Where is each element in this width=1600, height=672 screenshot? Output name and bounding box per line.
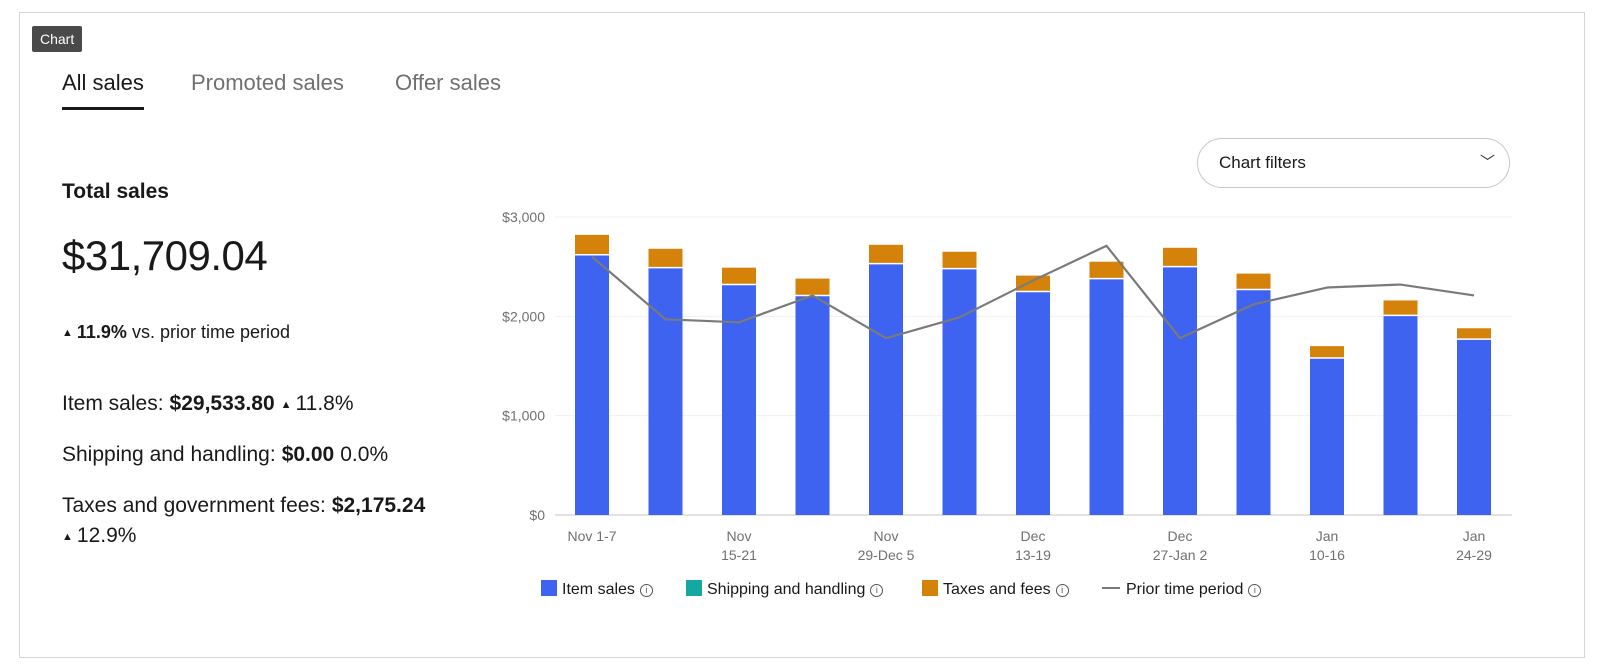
bar-item-sales [648,267,683,515]
legend-label: Item sales [562,581,635,598]
bar-item-sales [1089,278,1124,515]
metric-change: 12.9% [76,524,137,547]
bar-taxes [575,234,609,255]
info-icon[interactable]: i [870,584,884,597]
bar-taxes [1163,247,1197,267]
bar-taxes [648,248,683,268]
x-tick-label: 15-21 [721,547,757,563]
metric-item-sales: Item sales: $29,533.80 ▲ 11.8% [62,392,354,416]
x-tick-label: Nov [727,528,752,544]
legend-label: Prior time period [1126,581,1244,598]
shipping-swatch [686,580,702,596]
legend-taxes[interactable]: Taxes and fees i [922,578,1069,602]
bar-item-sales [1310,358,1344,515]
bar-taxes [1457,328,1491,340]
metric-value: $29,533.80 [169,392,275,415]
bar-item-sales [795,295,830,515]
bar-taxes [1310,346,1344,359]
x-tick-label: 29-Dec 5 [858,547,915,563]
y-tick-label: $2,000 [502,308,545,324]
bar-taxes [869,244,903,264]
bar-item-sales [942,268,977,515]
metric-label: Shipping and handling: [62,443,276,466]
sales-chart: $0 $1,000 $2,000 $3,000 Nov 1-7 Nov 15-21 Nov 29… [502,209,1512,563]
tab-offer-sales[interactable]: Offer sales [395,70,501,110]
y-tick-label: $0 [529,507,545,523]
prior-period-line [591,244,1475,340]
item-sales-swatch [541,580,557,596]
y-tick-label: $1,000 [502,408,545,424]
legend-label: Shipping and handling [707,581,866,598]
chart-filters-label: Chart filters [1219,153,1306,172]
chevron-down-icon: ﹀ [1479,154,1495,171]
x-tick-label: 10-16 [1309,547,1345,563]
total-sales-value: $31,709.04 [62,232,268,279]
total-sales-change: ▲ 11.9% vs. prior time period [62,322,290,343]
tab-label: Offer sales [395,70,501,95]
bar-taxes [942,251,977,269]
bar-taxes [1016,275,1050,292]
metric-taxes-change: ▲ 12.9% [62,524,136,548]
bar-item-sales [1457,339,1491,515]
x-tick-label: Nov 1-7 [567,528,616,544]
bar-item-sales [1383,315,1418,515]
x-tick-label: Nov [874,528,899,544]
metric-change: 0.0% [340,443,389,466]
info-icon[interactable]: i [639,584,653,597]
metric-shipping: Shipping and handling: $0.00 0.0% [62,443,388,467]
info-icon[interactable]: i [1055,584,1069,597]
taxes-swatch [922,580,938,596]
total-sales-title: Total sales [62,180,169,203]
bar-item-sales [1236,289,1271,515]
bar-item-sales [869,263,903,515]
y-tick-label: $3,000 [502,209,545,225]
metric-taxes: Taxes and government fees: $2,175.24 [62,494,425,518]
tab-label: All sales [62,70,144,95]
active-tab-underline [62,107,144,110]
x-tick-label: Jan [1463,528,1486,544]
bar-taxes [795,278,830,296]
bar-item-sales [575,254,609,515]
bar-taxes [722,267,756,285]
up-arrow-icon: ▲ [280,399,292,411]
x-tick-label: Dec [1168,528,1193,544]
tab-promoted-sales[interactable]: Promoted sales [191,70,344,110]
up-arrow-icon: ▲ [62,327,73,339]
metric-label: Item sales: [62,392,164,415]
metric-change: 11.8% [295,392,354,415]
tab-all-sales[interactable]: All sales [62,70,144,110]
x-tick-label: 13-19 [1015,547,1051,563]
x-tick-label: Jan [1316,528,1339,544]
bar-taxes [1089,261,1124,279]
chart-tooltip: Chart [32,26,83,52]
legend-label: Taxes and fees [943,581,1051,598]
bar-taxes [1383,300,1418,316]
prior-period-line-sample [1102,587,1120,589]
metric-value: $0.00 [281,443,335,466]
bar-taxes [1236,273,1271,290]
x-tick-label: Dec [1021,528,1046,544]
change-percent: 11.9% [76,322,127,342]
chart-filters-dropdown[interactable]: Chart filters ﹀ [1197,138,1510,188]
legend-shipping[interactable]: Shipping and handling i [686,578,884,602]
tab-label: Promoted sales [191,70,344,95]
bar-item-sales [1016,291,1050,515]
info-icon[interactable]: i [1248,584,1262,597]
metric-label: Taxes and government fees: [62,494,326,517]
legend-item-sales[interactable]: Item sales i [541,578,653,602]
x-tick-label: 24-29 [1456,547,1492,563]
metric-value: $2,175.24 [331,494,426,517]
x-tick-label: 27-Jan 2 [1153,547,1208,563]
change-text: vs. prior time period [131,322,291,342]
up-arrow-icon: ▲ [62,531,73,543]
bar-item-sales [1163,266,1197,515]
legend-prior-period[interactable]: Prior time period i [1102,578,1262,602]
